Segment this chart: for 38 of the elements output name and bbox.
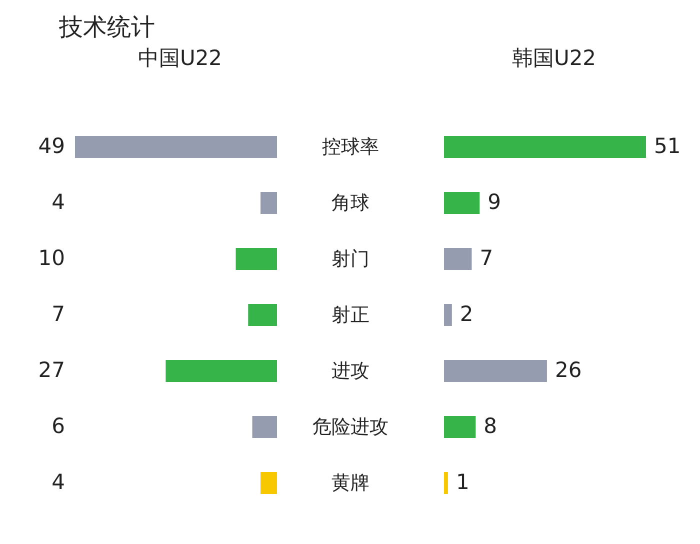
data-label: 49 xyxy=(38,134,65,158)
data-label: 9 xyxy=(488,190,502,214)
bar xyxy=(260,192,277,214)
bar xyxy=(444,304,452,326)
y-tick-label: 黄牌 xyxy=(332,472,370,494)
text: 韩国U22 xyxy=(512,46,596,70)
chart-title: 技术统计 xyxy=(58,13,155,41)
bar xyxy=(444,248,472,270)
data-label: 7 xyxy=(480,246,494,270)
bar xyxy=(75,136,277,158)
data-label: 4 xyxy=(52,190,65,214)
data-label: 51 xyxy=(654,134,681,158)
data-label: 2 xyxy=(460,302,474,326)
bar xyxy=(252,416,277,438)
bar xyxy=(236,248,277,270)
y-tick-label: 角球 xyxy=(332,192,370,214)
bar xyxy=(166,360,277,382)
data-label: 7 xyxy=(52,302,65,326)
y-tick-label: 射门 xyxy=(332,248,370,270)
bar xyxy=(444,472,448,494)
data-label: 1 xyxy=(456,470,470,494)
bar xyxy=(260,472,277,494)
y-tick-label: 控球率 xyxy=(322,136,379,158)
data-label: 4 xyxy=(52,470,65,494)
y-tick-label: 进攻 xyxy=(332,360,370,382)
bar xyxy=(444,136,646,158)
data-label: 26 xyxy=(554,358,582,382)
y-tick-label: 射正 xyxy=(332,304,370,326)
bar xyxy=(444,416,476,438)
text: 中国U22 xyxy=(138,46,222,70)
data-label: 8 xyxy=(484,414,498,438)
bar xyxy=(444,192,480,214)
data-label: 27 xyxy=(38,358,65,382)
bar xyxy=(444,360,547,382)
bar xyxy=(248,304,277,326)
data-label: 6 xyxy=(52,414,65,438)
data-label: 10 xyxy=(38,246,65,270)
y-tick-label: 危险进攻 xyxy=(312,416,388,438)
